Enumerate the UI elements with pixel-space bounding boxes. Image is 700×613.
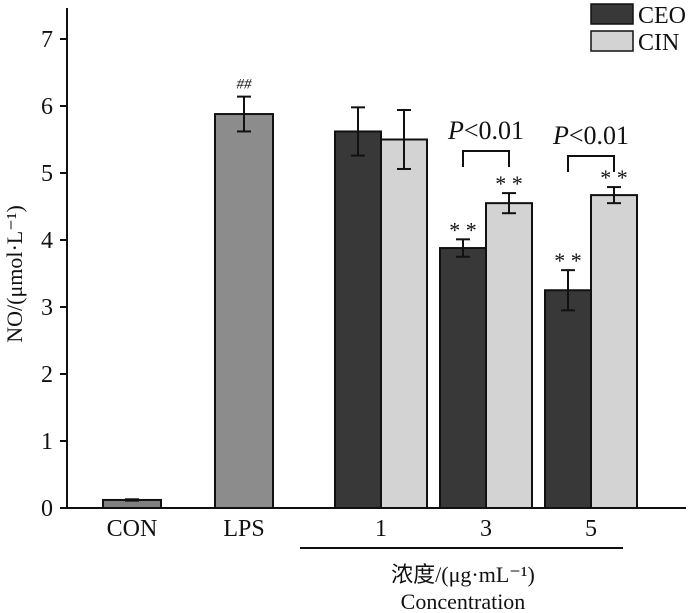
x-tick-label: CON <box>107 516 158 542</box>
p-value-label: P<0.01 <box>447 116 524 145</box>
y-tick-label: 7 <box>41 27 53 53</box>
y-tick-label: 6 <box>41 94 53 120</box>
significance-hash-label: ## <box>237 77 253 93</box>
legend-label-ceo: CEO <box>638 3 686 29</box>
legend-label-cin: CIN <box>638 30 679 56</box>
p-threshold: <0.01 <box>569 121 629 150</box>
y-tick-label: 4 <box>41 228 53 254</box>
x-tick-label: 1 <box>375 516 387 542</box>
bar-3-CEO <box>439 247 487 509</box>
axes: 0 1 2 3 4 5 6 7 CON LPS 1 3 5 <box>41 8 686 549</box>
bar-1-CEO <box>334 130 382 510</box>
significance-star-label: * * <box>495 171 523 196</box>
bars <box>102 95 638 510</box>
x-tick-label: LPS <box>223 516 264 542</box>
bar-5-CIN <box>590 194 638 510</box>
bar-5-CEO <box>544 289 592 509</box>
x-tick-label: 3 <box>480 516 492 542</box>
bar-1-CIN <box>380 138 428 509</box>
significance-bracket <box>462 150 510 167</box>
p-italic: P <box>447 116 464 145</box>
y-tick-label: 5 <box>41 161 53 187</box>
annotations: ##* ** ** ** *P<0.01 P<0.01 <box>237 77 630 274</box>
bar-LPS-LPS <box>214 113 274 509</box>
legend-swatch-ceo <box>590 3 634 25</box>
x-tick-label: 5 <box>585 516 597 542</box>
p-threshold: <0.01 <box>464 116 524 145</box>
significance-star-label: * * <box>449 217 477 242</box>
y-tick-label: 3 <box>41 295 53 321</box>
y-tick-label: 1 <box>41 429 53 455</box>
p-italic: P <box>552 121 569 150</box>
y-tick-label: 2 <box>41 362 53 388</box>
bar-3-CIN <box>485 202 533 509</box>
y-tick-label: 0 <box>41 496 53 522</box>
legend-swatch-cin <box>590 30 634 52</box>
y-axis-label: NO/(μmol·L⁻¹) <box>2 205 27 343</box>
x-axis-label-cn: 浓度/(μg·mL⁻¹) <box>391 562 535 587</box>
x-axis-label-en: Concentration <box>401 589 526 613</box>
p-value-label: P<0.01 <box>552 121 629 150</box>
significance-bracket <box>567 155 615 172</box>
significance-star-label: * * <box>554 248 582 273</box>
